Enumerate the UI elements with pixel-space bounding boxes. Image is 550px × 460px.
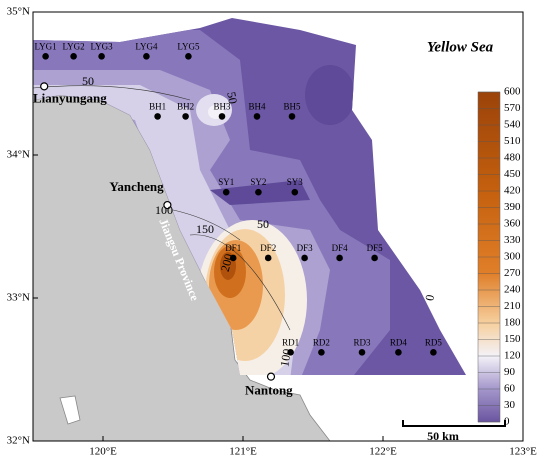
island xyxy=(59,395,81,425)
colorbar-tick-label: 330 xyxy=(504,234,521,246)
city-label: Yancheng xyxy=(109,179,164,194)
contour-label: 0 xyxy=(422,294,437,302)
station-label: RD2 xyxy=(313,337,330,347)
station xyxy=(264,254,272,262)
y-tick-label: 33°N xyxy=(7,292,30,304)
station xyxy=(98,53,105,60)
colorbar-tick-label: 0 xyxy=(504,416,510,428)
station-label: DF4 xyxy=(332,243,349,253)
scale-bar: 50 km xyxy=(402,420,506,443)
station-label: SY3 xyxy=(287,177,304,187)
station-label: BH3 xyxy=(213,101,231,111)
station-label: DF5 xyxy=(367,243,384,253)
colorbar-tick-label: 600 xyxy=(504,86,521,98)
colorbar-tick-label: 300 xyxy=(504,251,521,263)
station-label: BH4 xyxy=(248,101,266,111)
station-label: LYG1 xyxy=(35,41,57,51)
city-marker xyxy=(163,200,172,210)
city-marker xyxy=(266,372,276,381)
colorbar-tick-label: 360 xyxy=(504,218,521,230)
colorbar-tick-label: 30 xyxy=(504,399,516,411)
colorbar-tick-label: 480 xyxy=(504,152,521,164)
station xyxy=(229,254,237,262)
station-label: LYG5 xyxy=(177,41,200,51)
station-label: LYG3 xyxy=(91,41,114,51)
contour-label: 200 xyxy=(218,252,236,273)
scale-line xyxy=(402,420,506,427)
station-label: RD1 xyxy=(282,337,299,347)
station-label: RD4 xyxy=(390,337,408,347)
colorbar-tick-label: 240 xyxy=(504,284,521,296)
colorbar-tick-label: 270 xyxy=(504,267,521,279)
x-tick-label: 123°E xyxy=(509,446,537,458)
overlay: 120°E 121°E 122°E 123°E 32°N 33°N 34°N 35°N LYG1… xyxy=(7,6,537,458)
station-label: RD3 xyxy=(353,337,371,347)
station-label: LYG4 xyxy=(135,41,158,51)
colorbar-tick-label: 90 xyxy=(504,366,516,378)
map-title: Yellow Sea xyxy=(427,39,494,55)
station xyxy=(301,254,308,262)
station xyxy=(395,349,402,356)
city-label: Nantong xyxy=(245,383,293,398)
colorbar-tick-label: 60 xyxy=(504,383,516,395)
station xyxy=(430,349,437,356)
colorbar-tick-label: 120 xyxy=(504,350,521,362)
colorbar-tick-label: 450 xyxy=(504,168,521,180)
colorbar-tick-label: 180 xyxy=(504,317,521,329)
colorbar-tick-label: 390 xyxy=(504,201,521,213)
y-tick-label: 35°N xyxy=(7,6,30,18)
station xyxy=(222,188,230,196)
station xyxy=(218,113,226,120)
y-tick-label: 32°N xyxy=(7,435,30,447)
station xyxy=(288,113,296,120)
x-tick-label: 121°E xyxy=(229,446,257,458)
station xyxy=(182,113,189,120)
colorbar-tick-label: 570 xyxy=(504,102,521,114)
city-label: Lianyungang xyxy=(33,90,107,105)
station xyxy=(371,254,378,262)
station-label: BH2 xyxy=(177,101,194,111)
colorbar-tick-label: 210 xyxy=(504,300,521,312)
station xyxy=(358,349,366,356)
y-tick-label: 34°N xyxy=(7,149,30,161)
station xyxy=(255,188,262,196)
contour-label: 50 xyxy=(82,74,94,88)
contour-label: 50 xyxy=(257,217,269,231)
colorbar-tick-label: 150 xyxy=(504,333,521,345)
level xyxy=(305,65,355,125)
station xyxy=(42,53,49,60)
colorbar-tick-label: 420 xyxy=(504,185,521,197)
station xyxy=(291,188,299,196)
station-label: BH5 xyxy=(283,101,301,111)
station xyxy=(318,349,325,356)
contour-label: 100 xyxy=(277,348,294,368)
map-frame xyxy=(32,11,524,442)
colorbar-tick-label: 540 xyxy=(504,119,521,131)
scale-label: 50 km xyxy=(427,429,459,443)
station-label: LYG2 xyxy=(63,41,85,51)
station xyxy=(154,113,161,120)
colorbar-tick-label: 510 xyxy=(504,135,521,147)
station-label: SY2 xyxy=(250,177,266,187)
station xyxy=(143,53,150,60)
contour-label: 50 xyxy=(224,91,240,105)
city-marker xyxy=(40,82,49,91)
station-label: DF2 xyxy=(260,243,276,253)
station-label: BH1 xyxy=(149,101,166,111)
station-label: RD5 xyxy=(425,337,443,347)
x-tick-label: 122°E xyxy=(369,446,397,458)
station-label: DF1 xyxy=(225,243,241,253)
contour-label: 150 xyxy=(196,222,214,236)
station xyxy=(185,53,192,60)
x-tick-label: 120°E xyxy=(89,446,117,458)
station xyxy=(336,254,343,262)
station-label: SY1 xyxy=(218,177,234,187)
station-label: DF3 xyxy=(297,243,314,253)
station xyxy=(70,53,77,60)
station xyxy=(253,113,261,120)
contour-label: 100 xyxy=(155,203,173,217)
station xyxy=(287,349,294,356)
